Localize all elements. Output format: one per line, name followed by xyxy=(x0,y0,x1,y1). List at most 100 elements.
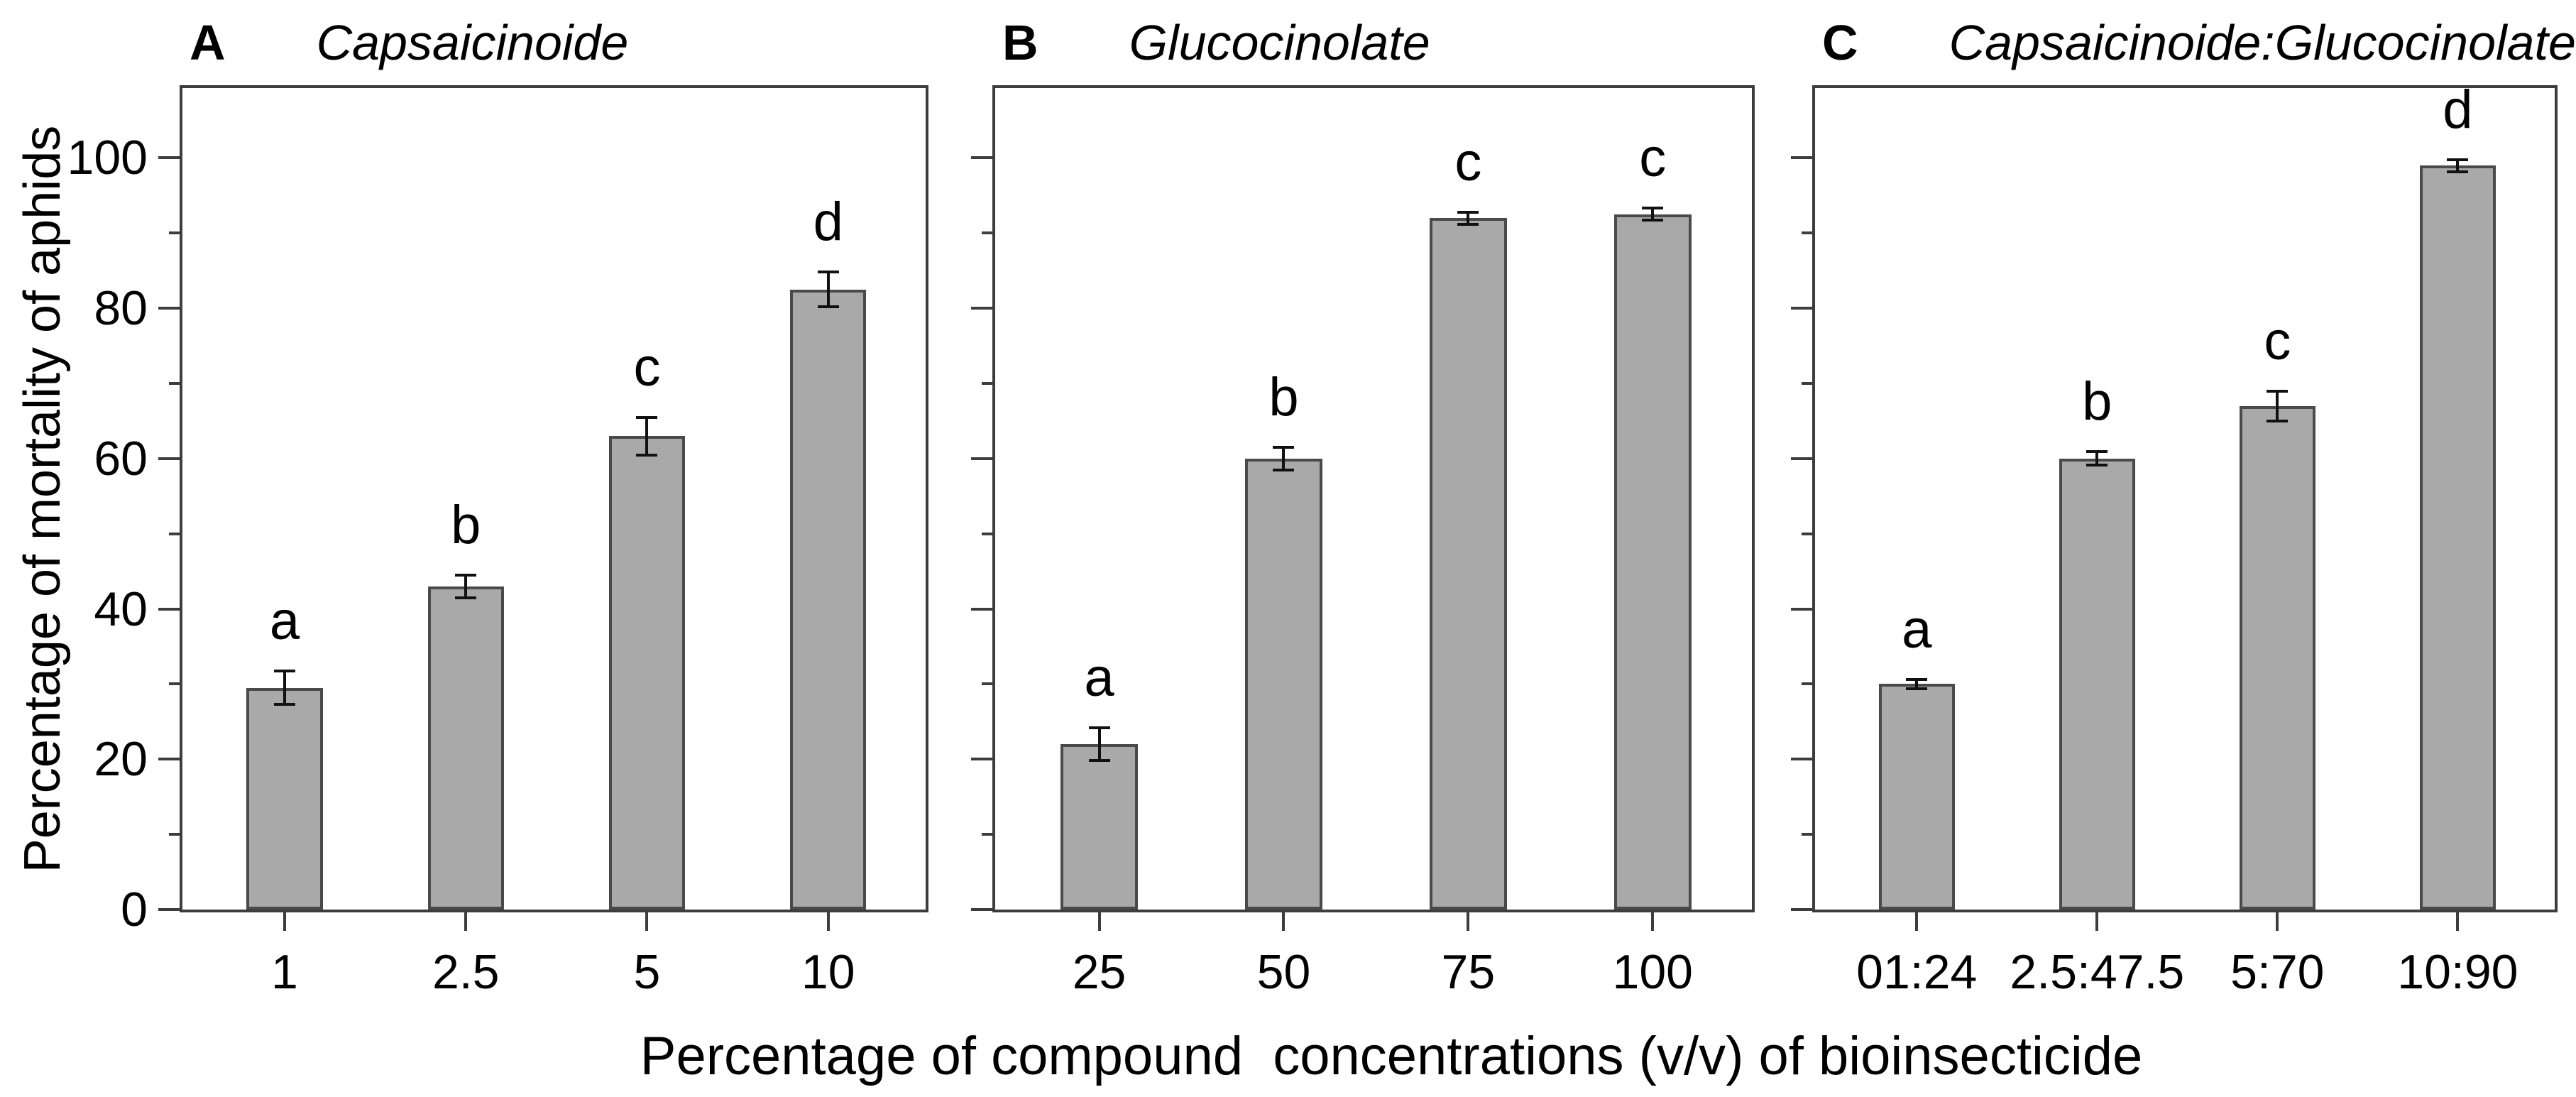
y-tick-minor xyxy=(1802,682,1812,686)
y-tick-minor xyxy=(1802,532,1812,535)
y-tick-major xyxy=(158,307,180,310)
x-tick xyxy=(1915,912,1919,931)
x-tick-label: 25 xyxy=(1072,945,1127,999)
y-tick-major xyxy=(971,156,992,160)
error-bar-cap-bottom xyxy=(817,305,839,309)
significance-letter: c xyxy=(1454,131,1482,192)
y-tick-label: 60 xyxy=(94,431,148,486)
significance-letter: b xyxy=(451,494,481,555)
error-bar-line xyxy=(283,671,286,705)
y-tick-label-gutter: 0 20 40 60 80 100 xyxy=(0,88,148,934)
error-bar-cap-bottom xyxy=(1457,222,1479,226)
error-bar-cap-top xyxy=(817,271,839,274)
panel-a-name: Capsaicinoide xyxy=(316,15,629,70)
y-tick-label: 40 xyxy=(94,582,148,636)
error-bar-cap-top xyxy=(2447,158,2469,161)
y-tick-label: 20 xyxy=(94,732,148,787)
x-tick xyxy=(2095,912,2099,931)
y-tick-major xyxy=(971,908,992,911)
y-tick-major xyxy=(1791,908,1812,911)
x-tick xyxy=(1467,912,1470,931)
bar xyxy=(1878,684,1955,910)
significance-letter: c xyxy=(2264,310,2291,371)
x-tick-label: 01:24 xyxy=(1856,945,1978,999)
significance-letter: d xyxy=(813,192,843,253)
error-bar-line xyxy=(1282,447,1286,470)
x-tick xyxy=(2456,912,2460,931)
error-bar-cap-bottom xyxy=(1088,759,1110,763)
panel-b-letter: B xyxy=(1002,15,1038,70)
y-tick-minor xyxy=(982,231,992,235)
panel-a-letter: A xyxy=(190,15,226,70)
bar xyxy=(2239,405,2315,910)
bar xyxy=(1429,218,1507,910)
panel-c: C Capsaicinoide:Glucocinolate a 01:24 b 2.5… xyxy=(1791,0,2576,1097)
panel-c-plot-area: a 01:24 b 2.5:47.5 c 5:70 d 10:90 xyxy=(1791,81,2555,998)
significance-letter: b xyxy=(2082,371,2112,432)
y-tick-major xyxy=(1791,758,1812,761)
y-tick-major xyxy=(158,758,180,761)
panel-b-title: B Glucocinolate xyxy=(992,6,1755,80)
y-tick-minor xyxy=(982,382,992,385)
y-tick-label: 80 xyxy=(94,281,148,336)
error-bar-line xyxy=(645,417,649,455)
error-bar-line xyxy=(2456,159,2460,172)
y-tick-major xyxy=(158,607,180,611)
bar xyxy=(608,436,686,910)
y-tick-major xyxy=(1791,457,1812,460)
y-tick-minor xyxy=(1802,231,1812,235)
panel-b-plot-area: a 25 b 50 c 75 c 100 xyxy=(971,88,1752,998)
y-tick-minor xyxy=(1802,833,1812,836)
bar xyxy=(1060,744,1139,910)
panel-c-title: C Capsaicinoide:Glucocinolate xyxy=(1812,6,2576,80)
y-tick-major xyxy=(158,457,180,460)
x-tick-label: 1 xyxy=(271,945,298,999)
x-tick-label: 5 xyxy=(633,945,661,999)
x-axis-title: Percentage of compound concentrations (v… xyxy=(640,1026,2143,1086)
error-bar-line xyxy=(1097,727,1101,761)
error-bar-cap-top xyxy=(1642,207,1664,210)
y-tick-minor xyxy=(1802,382,1812,385)
x-tick-label: 50 xyxy=(1256,945,1311,999)
y-tick-major xyxy=(1791,156,1812,160)
error-bar-cap-top xyxy=(1088,726,1110,729)
error-bar-line xyxy=(2095,452,2099,466)
panel-b-plot-box: a 25 b 50 c 75 c 100 xyxy=(971,85,1755,998)
y-tick-major xyxy=(158,156,180,160)
error-bar-line xyxy=(464,574,468,598)
bar xyxy=(427,586,504,910)
significance-letter: b xyxy=(1268,367,1299,427)
y-tick-minor xyxy=(982,682,992,686)
significance-letter: d xyxy=(2443,79,2473,140)
error-bar-cap-bottom xyxy=(2447,170,2469,173)
error-bar-line xyxy=(2276,391,2279,421)
bar xyxy=(246,687,323,910)
error-bar-line xyxy=(1467,212,1470,224)
y-tick-major xyxy=(158,908,180,911)
error-bar-cap-bottom xyxy=(455,596,477,599)
y-tick-minor xyxy=(982,833,992,836)
y-tick-major xyxy=(971,758,992,761)
error-bar-cap-bottom xyxy=(2267,419,2289,422)
x-tick-label: 10 xyxy=(801,945,855,999)
y-tick-minor xyxy=(169,231,180,235)
error-bar-line xyxy=(1651,208,1655,221)
error-bar-line xyxy=(1915,680,1919,689)
error-bar-cap-top xyxy=(1273,446,1295,449)
error-bar-cap-top xyxy=(1906,678,1928,682)
error-bar-cap-bottom xyxy=(1642,219,1664,222)
bar xyxy=(2419,165,2496,910)
error-bar-cap-top xyxy=(2267,389,2289,393)
y-tick-minor xyxy=(169,532,180,535)
x-tick xyxy=(1282,912,1286,931)
x-tick-label: 10:90 xyxy=(2397,945,2519,999)
error-bar-cap-top xyxy=(273,670,295,673)
error-bar-cap-bottom xyxy=(636,453,658,457)
x-tick xyxy=(826,912,830,931)
error-bar-line xyxy=(826,272,830,307)
panel-a-plot-area: a 1 b 2.5 c 5 d 10 xyxy=(158,88,926,998)
error-bar-cap-top xyxy=(2086,450,2108,454)
y-tick-major xyxy=(971,457,992,460)
y-tick-label: 100 xyxy=(67,131,148,185)
